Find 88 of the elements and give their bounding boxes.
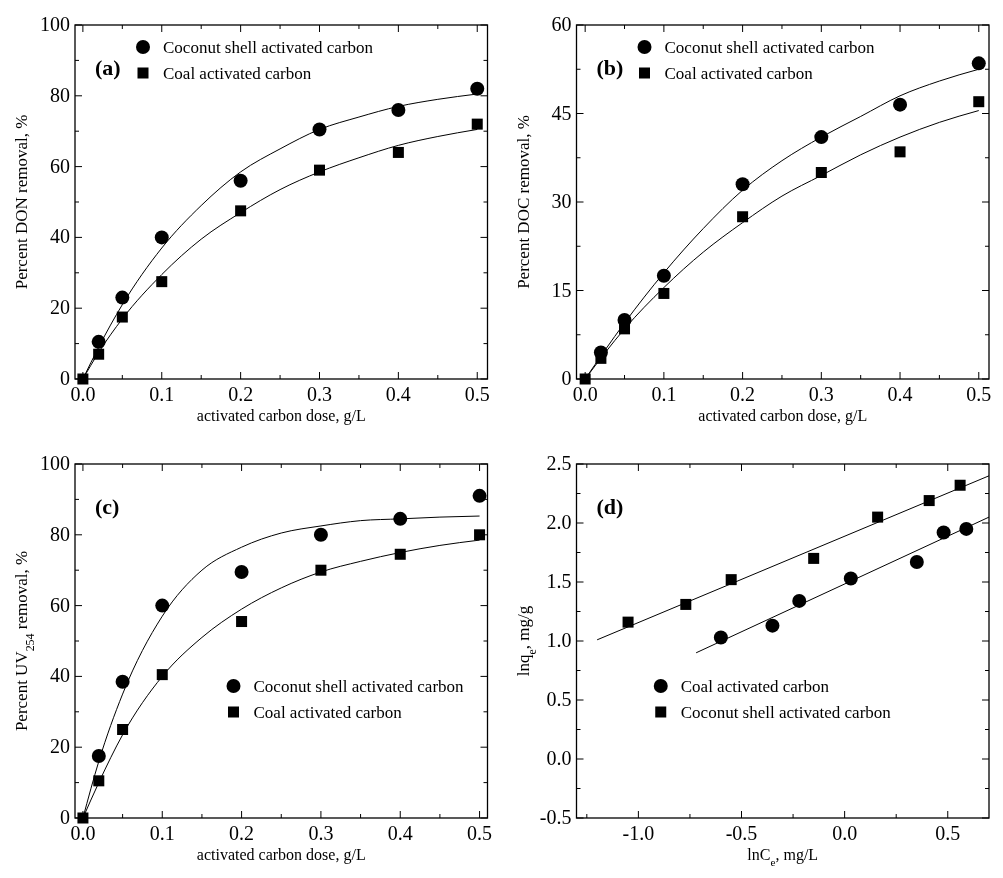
y-tick-label: 0 [561, 367, 572, 389]
point [936, 525, 951, 540]
point [234, 564, 249, 579]
y-tick-label: 2.0 [546, 511, 572, 533]
y-axis-title: Percent DOC removal, % [513, 115, 533, 289]
point [893, 97, 908, 112]
annotation: (b) [596, 55, 624, 80]
x-axis-title: activated carbon dose, g/L [196, 846, 366, 864]
legend-label: Coconut shell activated carbon [253, 677, 465, 696]
y-tick-label: 40 [50, 225, 70, 248]
point [973, 96, 985, 108]
x-tick-label: 0.2 [228, 383, 254, 405]
x-axis-title: activated carbon dose, g/L [698, 407, 868, 425]
legend-label: Coal activated carbon [664, 64, 814, 83]
y-tick-label: 80 [50, 83, 70, 106]
x-tick-label: 0.1 [149, 383, 175, 405]
point [233, 173, 248, 188]
x-tick-label: 0.4 [887, 383, 913, 405]
y-tick-label: 60 [551, 13, 572, 35]
point [156, 276, 168, 288]
legend-label: Coal activated carbon [163, 64, 312, 83]
x-tick-label: 0.3 [808, 383, 834, 405]
legend-label: Coconut shell activated carbon [163, 38, 374, 57]
point [472, 488, 487, 503]
legend-label: Coconut shell activated carbon [680, 703, 892, 722]
legend-label: Coal activated carbon [680, 677, 830, 696]
y-tick-label: 100 [40, 13, 70, 35]
x-tick-label: -0.5 [725, 822, 758, 844]
point [725, 574, 737, 586]
y-tick-label: 0 [60, 806, 70, 828]
annotation: (c) [95, 494, 120, 519]
annotation: (a) [95, 55, 121, 80]
point [392, 146, 404, 158]
annotation: (d) [596, 494, 624, 519]
point [313, 527, 328, 542]
x-axis-title: lnC$_{e}$, mg/L [747, 846, 819, 868]
y-axis-title: Percent DON removal, % [12, 114, 31, 290]
point [737, 211, 749, 223]
point [471, 118, 483, 130]
y-tick-label: -0.5 [539, 806, 572, 828]
y-tick-label: 15 [551, 278, 572, 301]
x-tick-label: 0.1 [651, 383, 677, 405]
x-tick-label: 0.3 [307, 383, 332, 405]
y-tick-label: 0.0 [546, 747, 572, 769]
y-tick-label: 45 [551, 101, 572, 124]
y-tick-label: 0.5 [546, 688, 572, 710]
point [470, 81, 485, 96]
x-tick-label: -1.0 [622, 822, 655, 844]
y-tick-label: 20 [50, 735, 70, 758]
x-tick-label: 0.4 [385, 383, 411, 405]
y-tick-label: 40 [50, 664, 70, 687]
y-tick-label: 1.5 [546, 570, 572, 592]
x-tick-label: 0.5 [464, 383, 490, 405]
point [765, 618, 780, 633]
x-tick-label: 0.3 [308, 822, 334, 844]
x-tick-label: 0.2 [229, 822, 255, 844]
x-tick-label: 0.5 [467, 822, 493, 844]
x-tick-label: 0.0 [572, 383, 598, 405]
point [971, 56, 986, 71]
point [909, 554, 924, 569]
point [658, 287, 670, 299]
y-tick-label: 100 [40, 452, 70, 474]
x-tick-label: 0.5 [935, 822, 961, 844]
point [894, 146, 906, 158]
y-tick-label: 80 [50, 522, 70, 545]
legend-label: Coconut shell activated carbon [664, 38, 876, 57]
point [872, 511, 884, 523]
point [808, 552, 820, 564]
y-tick-label: 60 [50, 593, 70, 616]
point [155, 598, 170, 613]
y-tick-label: 0 [60, 367, 70, 389]
x-tick-label: 0.0 [832, 822, 858, 844]
x-tick-label: 0.1 [149, 822, 175, 844]
point [474, 529, 486, 541]
point [154, 230, 169, 245]
x-tick-label: 0.5 [966, 383, 992, 405]
point [236, 616, 248, 628]
y-tick-label: 2.5 [546, 452, 572, 474]
y-tick-label: 1.0 [546, 629, 572, 651]
y-tick-label: 30 [551, 190, 572, 212]
y-tick-label: 60 [50, 154, 70, 177]
y-tick-label: 20 [50, 296, 70, 319]
x-tick-label: 0.4 [387, 822, 413, 844]
point [622, 616, 634, 628]
x-axis-title: activated carbon dose, g/L [196, 407, 366, 425]
x-tick-label: 0.2 [730, 383, 756, 405]
point [391, 102, 406, 117]
legend-label: Coal activated carbon [253, 703, 403, 722]
